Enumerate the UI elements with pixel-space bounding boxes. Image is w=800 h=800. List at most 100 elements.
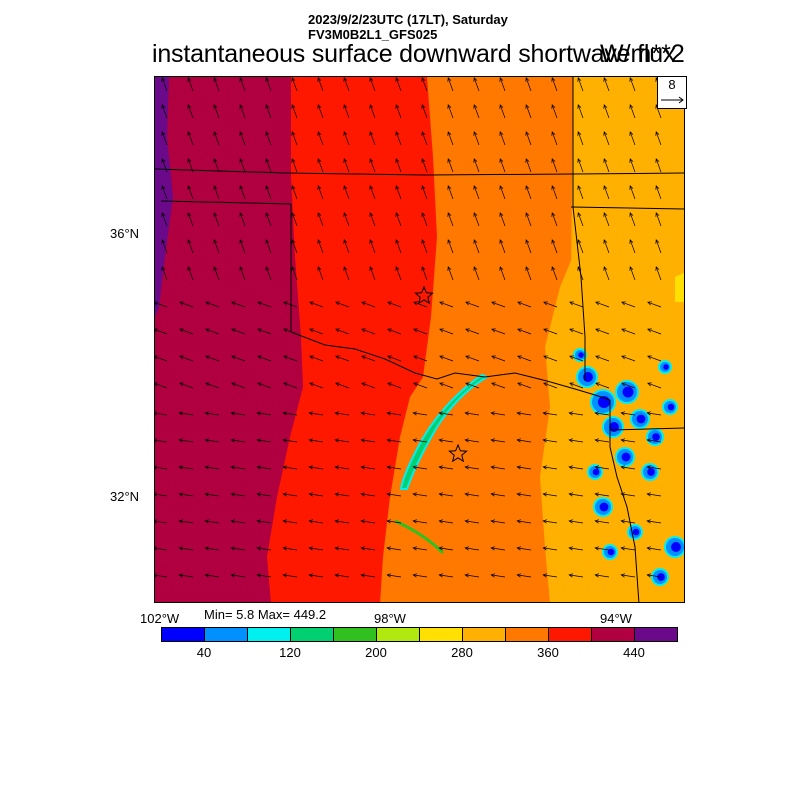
wind-vector-head [473, 212, 478, 217]
wind-vector-head [491, 382, 496, 387]
wind-vector-head [517, 355, 522, 360]
wind-vector-head [360, 438, 366, 443]
wind-vector [569, 574, 584, 578]
wind-vector-head [308, 465, 314, 470]
wind-vector-head [551, 104, 556, 109]
wind-vector-head [413, 355, 418, 360]
valid-time-title: 2023/9/2/23UTC (17LT), Saturday [308, 12, 508, 27]
wind-vector-head [499, 266, 504, 271]
wind-vector [499, 185, 506, 200]
wind-vector-head [334, 465, 340, 470]
wind-vector [317, 239, 324, 254]
wind-vector [155, 466, 168, 470]
wind-vector [265, 185, 272, 200]
wind-vector [517, 493, 532, 497]
wind-vector-head [239, 185, 244, 190]
wind-vector [465, 574, 480, 578]
wind-vector [517, 574, 532, 578]
wind-vector-head [265, 239, 270, 244]
wind-vector-head [187, 239, 192, 244]
wind-vector [525, 158, 532, 173]
wind-vector-head [204, 492, 210, 497]
wind-vector [595, 355, 610, 362]
units-label: W/m**2 [600, 40, 685, 68]
wind-vector-head [525, 266, 530, 271]
wind-vector-head [620, 519, 626, 524]
wind-vector [491, 493, 506, 497]
wind-vector-head [155, 355, 158, 360]
wind-vector-head [516, 492, 522, 497]
wind-vector-head [543, 355, 548, 360]
wind-vector [395, 77, 402, 92]
wind-vector [335, 466, 350, 470]
wind-vector [309, 439, 324, 443]
wind-vector [603, 239, 610, 254]
wind-vector-head [317, 77, 322, 82]
colorbar-tick-label: 280 [451, 645, 473, 660]
wind-vector [283, 301, 298, 308]
wind-vector-head [603, 239, 608, 244]
wind-vector-head [569, 328, 574, 333]
wind-vector [205, 439, 220, 443]
wind-vector [291, 185, 298, 200]
wind-vector-head [161, 131, 166, 136]
wind-vector-head [282, 438, 288, 443]
wind-vector-head [447, 266, 452, 271]
wind-vector [317, 131, 324, 146]
wind-vector [551, 185, 558, 200]
wind-vector [465, 466, 480, 470]
wind-vector-head [360, 519, 366, 524]
wind-vector-head [179, 382, 184, 387]
wind-vector [369, 104, 376, 119]
wind-vector [309, 520, 324, 524]
wind-vector [161, 104, 168, 119]
wind-vector [395, 239, 402, 254]
wind-vector-head [395, 185, 400, 190]
wind-vector-head [620, 492, 626, 497]
wind-vector [655, 239, 662, 254]
wind-vector [257, 301, 272, 308]
wind-vector [603, 77, 610, 92]
lon-label-98w: 98°W [374, 611, 406, 626]
wind-vector [499, 212, 506, 227]
wind-vector-head [291, 212, 296, 217]
wind-vector [265, 77, 272, 92]
wind-vector-head [239, 239, 244, 244]
wind-vector [465, 328, 480, 335]
wind-vector-head [464, 411, 470, 416]
wind-vector [179, 520, 194, 524]
wind-vector-head [178, 465, 184, 470]
wind-vector-head [620, 573, 626, 578]
wind-vector-head [343, 131, 348, 136]
wind-vector-head [621, 328, 626, 333]
wind-vector-head [465, 355, 470, 360]
wind-vector-head [282, 519, 288, 524]
wind-vector [569, 466, 584, 470]
colorbar-swatch-11 [635, 628, 677, 641]
wind-vector-head [551, 239, 556, 244]
wind-vector-head [369, 131, 374, 136]
wind-vector-head [543, 328, 548, 333]
cloud-cell-core [663, 364, 669, 370]
wind-vector-head [438, 573, 444, 578]
wind-vector-head [386, 411, 392, 416]
cloud-cell-core [667, 403, 675, 411]
wind-vector-head [646, 546, 652, 551]
wind-vector-head [282, 465, 288, 470]
wind-vector [335, 412, 350, 416]
wind-vector-head [569, 301, 574, 306]
wind-vector [179, 574, 194, 578]
wind-vector-head [655, 131, 660, 136]
colorbar-swatch-5 [377, 628, 420, 641]
band-280-patch [675, 272, 684, 302]
wind-vector-head [646, 492, 652, 497]
wind-vector [517, 355, 532, 362]
wind-vector [343, 266, 350, 281]
wind-vector-head [213, 158, 218, 163]
wind-vector [265, 104, 272, 119]
wind-vector [343, 131, 350, 146]
wind-vector-head [620, 465, 626, 470]
wind-vector-head [568, 573, 574, 578]
wind-vector-head [283, 301, 288, 306]
wind-vector [543, 574, 558, 578]
